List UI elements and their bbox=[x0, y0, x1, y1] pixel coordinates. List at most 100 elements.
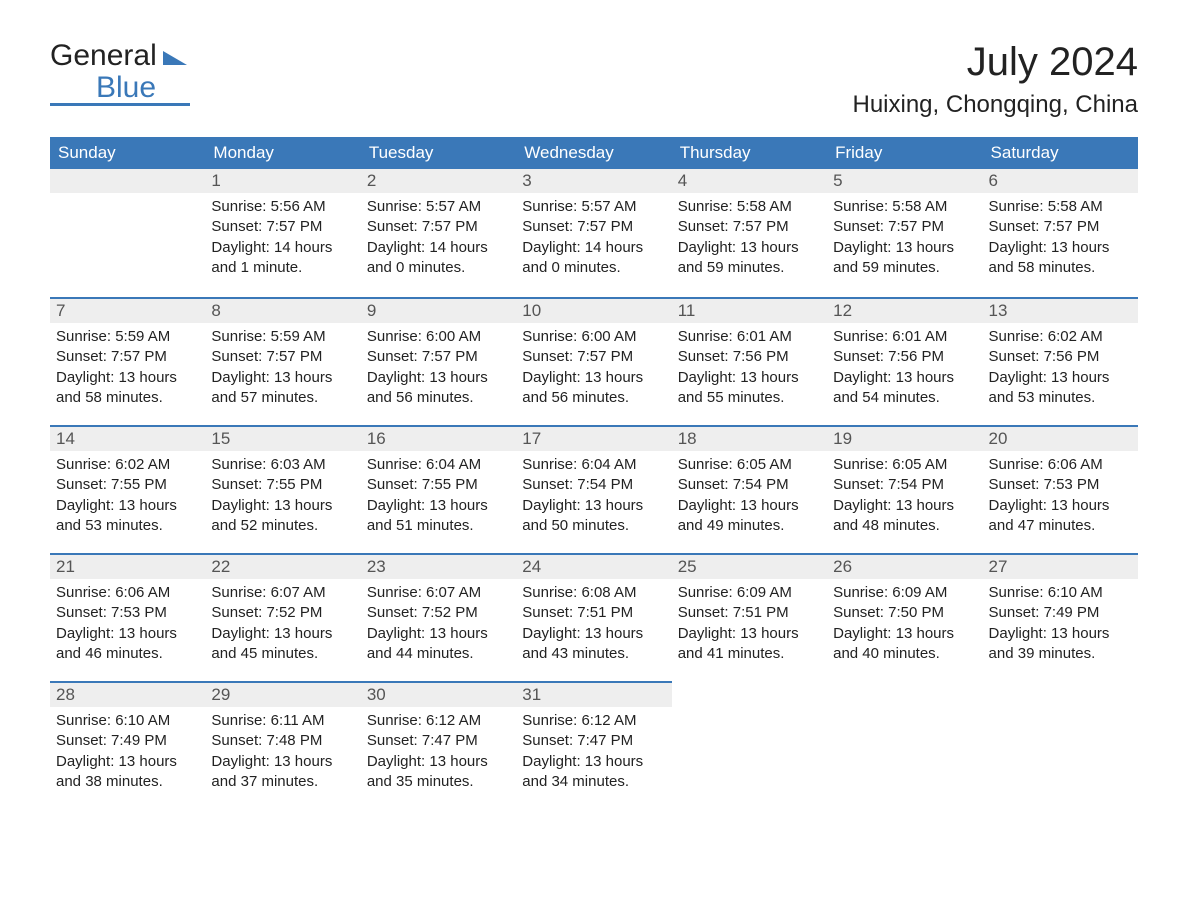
daylight-line: Daylight: 13 hours and 47 minutes. bbox=[989, 496, 1132, 537]
calendar-cell: 31Sunrise: 6:12 AMSunset: 7:47 PMDayligh… bbox=[516, 681, 671, 809]
logo: General Blue bbox=[50, 40, 190, 106]
sunset-line: Sunset: 7:57 PM bbox=[522, 347, 665, 367]
daylight-line: Daylight: 14 hours and 0 minutes. bbox=[522, 238, 665, 279]
sunset-line: Sunset: 7:49 PM bbox=[56, 731, 199, 751]
daylight-line: Daylight: 13 hours and 59 minutes. bbox=[833, 238, 976, 279]
day-body: Sunrise: 6:04 AMSunset: 7:55 PMDaylight:… bbox=[361, 451, 516, 544]
daylight-line: Daylight: 13 hours and 51 minutes. bbox=[367, 496, 510, 537]
day-number: 28 bbox=[50, 681, 205, 707]
sunset-line: Sunset: 7:57 PM bbox=[522, 217, 665, 237]
calendar-week-row: 21Sunrise: 6:06 AMSunset: 7:53 PMDayligh… bbox=[50, 553, 1138, 681]
header: General Blue July 2024 Huixing, Chongqin… bbox=[50, 40, 1138, 119]
weekday-header: Saturday bbox=[983, 137, 1138, 169]
sunrise-line: Sunrise: 6:10 AM bbox=[989, 583, 1132, 603]
sunset-line: Sunset: 7:55 PM bbox=[367, 475, 510, 495]
day-number: 15 bbox=[205, 425, 360, 451]
day-body: Sunrise: 6:01 AMSunset: 7:56 PMDaylight:… bbox=[827, 323, 982, 416]
calendar-cell: 15Sunrise: 6:03 AMSunset: 7:55 PMDayligh… bbox=[205, 425, 360, 553]
day-number: 17 bbox=[516, 425, 671, 451]
daylight-line: Daylight: 13 hours and 38 minutes. bbox=[56, 752, 199, 793]
daylight-line: Daylight: 13 hours and 53 minutes. bbox=[56, 496, 199, 537]
day-number-empty bbox=[50, 169, 205, 193]
calendar-cell: 7Sunrise: 5:59 AMSunset: 7:57 PMDaylight… bbox=[50, 297, 205, 425]
calendar-body: 1Sunrise: 5:56 AMSunset: 7:57 PMDaylight… bbox=[50, 169, 1138, 809]
day-body: Sunrise: 6:10 AMSunset: 7:49 PMDaylight:… bbox=[50, 707, 205, 800]
sunrise-line: Sunrise: 5:57 AM bbox=[367, 197, 510, 217]
sunrise-line: Sunrise: 5:58 AM bbox=[989, 197, 1132, 217]
calendar-table: SundayMondayTuesdayWednesdayThursdayFrid… bbox=[50, 137, 1138, 809]
weekday-header: Friday bbox=[827, 137, 982, 169]
daylight-line: Daylight: 13 hours and 37 minutes. bbox=[211, 752, 354, 793]
daylight-line: Daylight: 14 hours and 0 minutes. bbox=[367, 238, 510, 279]
calendar-cell: 8Sunrise: 5:59 AMSunset: 7:57 PMDaylight… bbox=[205, 297, 360, 425]
calendar-cell bbox=[983, 681, 1138, 809]
daylight-line: Daylight: 13 hours and 50 minutes. bbox=[522, 496, 665, 537]
calendar-cell: 9Sunrise: 6:00 AMSunset: 7:57 PMDaylight… bbox=[361, 297, 516, 425]
sunset-line: Sunset: 7:47 PM bbox=[522, 731, 665, 751]
sunset-line: Sunset: 7:57 PM bbox=[367, 347, 510, 367]
day-body: Sunrise: 5:58 AMSunset: 7:57 PMDaylight:… bbox=[672, 193, 827, 286]
sunset-line: Sunset: 7:55 PM bbox=[56, 475, 199, 495]
sunrise-line: Sunrise: 6:05 AM bbox=[833, 455, 976, 475]
daylight-line: Daylight: 13 hours and 56 minutes. bbox=[367, 368, 510, 409]
sunset-line: Sunset: 7:51 PM bbox=[678, 603, 821, 623]
sunset-line: Sunset: 7:47 PM bbox=[367, 731, 510, 751]
day-body: Sunrise: 5:59 AMSunset: 7:57 PMDaylight:… bbox=[50, 323, 205, 416]
calendar-cell: 1Sunrise: 5:56 AMSunset: 7:57 PMDaylight… bbox=[205, 169, 360, 297]
sunset-line: Sunset: 7:53 PM bbox=[56, 603, 199, 623]
sunrise-line: Sunrise: 6:01 AM bbox=[833, 327, 976, 347]
calendar-cell: 13Sunrise: 6:02 AMSunset: 7:56 PMDayligh… bbox=[983, 297, 1138, 425]
day-number: 29 bbox=[205, 681, 360, 707]
day-body: Sunrise: 6:03 AMSunset: 7:55 PMDaylight:… bbox=[205, 451, 360, 544]
sunset-line: Sunset: 7:57 PM bbox=[211, 217, 354, 237]
day-body: Sunrise: 6:09 AMSunset: 7:50 PMDaylight:… bbox=[827, 579, 982, 672]
daylight-line: Daylight: 13 hours and 58 minutes. bbox=[989, 238, 1132, 279]
calendar-cell bbox=[672, 681, 827, 809]
sunset-line: Sunset: 7:57 PM bbox=[367, 217, 510, 237]
day-number: 2 bbox=[361, 169, 516, 193]
sunrise-line: Sunrise: 6:09 AM bbox=[678, 583, 821, 603]
daylight-line: Daylight: 13 hours and 44 minutes. bbox=[367, 624, 510, 665]
day-body: Sunrise: 6:01 AMSunset: 7:56 PMDaylight:… bbox=[672, 323, 827, 416]
daylight-line: Daylight: 13 hours and 45 minutes. bbox=[211, 624, 354, 665]
sunset-line: Sunset: 7:54 PM bbox=[522, 475, 665, 495]
calendar-cell: 29Sunrise: 6:11 AMSunset: 7:48 PMDayligh… bbox=[205, 681, 360, 809]
weekday-header: Thursday bbox=[672, 137, 827, 169]
page-subtitle: Huixing, Chongqing, China bbox=[852, 91, 1138, 119]
day-body: Sunrise: 6:06 AMSunset: 7:53 PMDaylight:… bbox=[50, 579, 205, 672]
weekday-header-row: SundayMondayTuesdayWednesdayThursdayFrid… bbox=[50, 137, 1138, 169]
day-body: Sunrise: 6:12 AMSunset: 7:47 PMDaylight:… bbox=[361, 707, 516, 800]
sunrise-line: Sunrise: 6:06 AM bbox=[56, 583, 199, 603]
day-number: 14 bbox=[50, 425, 205, 451]
daylight-line: Daylight: 13 hours and 52 minutes. bbox=[211, 496, 354, 537]
daylight-line: Daylight: 13 hours and 43 minutes. bbox=[522, 624, 665, 665]
calendar-cell: 20Sunrise: 6:06 AMSunset: 7:53 PMDayligh… bbox=[983, 425, 1138, 553]
day-body: Sunrise: 6:07 AMSunset: 7:52 PMDaylight:… bbox=[205, 579, 360, 672]
calendar-cell: 24Sunrise: 6:08 AMSunset: 7:51 PMDayligh… bbox=[516, 553, 671, 681]
logo-text-line2: Blue bbox=[50, 72, 190, 107]
day-body: Sunrise: 6:00 AMSunset: 7:57 PMDaylight:… bbox=[361, 323, 516, 416]
sunrise-line: Sunrise: 5:59 AM bbox=[211, 327, 354, 347]
calendar-week-row: 28Sunrise: 6:10 AMSunset: 7:49 PMDayligh… bbox=[50, 681, 1138, 809]
daylight-line: Daylight: 14 hours and 1 minute. bbox=[211, 238, 354, 279]
sunrise-line: Sunrise: 6:11 AM bbox=[211, 711, 354, 731]
calendar-cell: 17Sunrise: 6:04 AMSunset: 7:54 PMDayligh… bbox=[516, 425, 671, 553]
day-body: Sunrise: 6:08 AMSunset: 7:51 PMDaylight:… bbox=[516, 579, 671, 672]
daylight-line: Daylight: 13 hours and 54 minutes. bbox=[833, 368, 976, 409]
day-number: 30 bbox=[361, 681, 516, 707]
sunset-line: Sunset: 7:50 PM bbox=[833, 603, 976, 623]
daylight-line: Daylight: 13 hours and 48 minutes. bbox=[833, 496, 976, 537]
day-number: 9 bbox=[361, 297, 516, 323]
sunset-line: Sunset: 7:54 PM bbox=[678, 475, 821, 495]
sunset-line: Sunset: 7:57 PM bbox=[833, 217, 976, 237]
day-number: 23 bbox=[361, 553, 516, 579]
daylight-line: Daylight: 13 hours and 41 minutes. bbox=[678, 624, 821, 665]
sunrise-line: Sunrise: 5:56 AM bbox=[211, 197, 354, 217]
daylight-line: Daylight: 13 hours and 55 minutes. bbox=[678, 368, 821, 409]
sunrise-line: Sunrise: 6:02 AM bbox=[989, 327, 1132, 347]
sunset-line: Sunset: 7:56 PM bbox=[833, 347, 976, 367]
weekday-header: Sunday bbox=[50, 137, 205, 169]
sunset-line: Sunset: 7:51 PM bbox=[522, 603, 665, 623]
sunset-line: Sunset: 7:57 PM bbox=[56, 347, 199, 367]
day-number: 8 bbox=[205, 297, 360, 323]
